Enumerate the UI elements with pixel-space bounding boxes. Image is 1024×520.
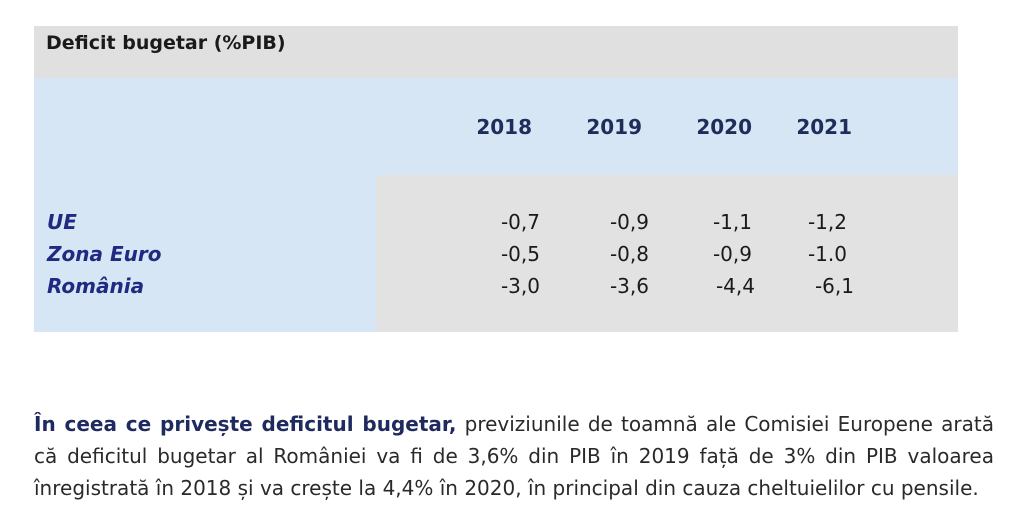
table-data-area <box>376 175 958 332</box>
year-header-2021: 2021 <box>796 115 852 139</box>
table-cell: -0,7 <box>500 210 540 234</box>
table-title-bar: Deficit bugetar (%PIB) <box>34 26 958 78</box>
table-cell: -0,9 <box>609 210 649 234</box>
paragraph-lead: În ceea ce privește deficitul bugetar, <box>34 412 457 436</box>
table-cell: -6,1 <box>814 274 854 298</box>
table-cell: -0,5 <box>500 242 540 266</box>
year-header-2019: 2019 <box>586 115 642 139</box>
year-header-2018: 2018 <box>476 115 532 139</box>
table-cell: -3,0 <box>500 274 540 298</box>
row-label-ue: UE <box>47 210 77 234</box>
summary-paragraph: În ceea ce privește deficitul bugetar, p… <box>34 408 994 504</box>
year-header-2020: 2020 <box>696 115 752 139</box>
table-cell: -0,8 <box>609 242 649 266</box>
row-label-romania: România <box>47 274 145 298</box>
deficit-table: Deficit bugetar (%PIB) 2018 2019 2020 20… <box>34 26 958 332</box>
table-title: Deficit bugetar (%PIB) <box>46 32 286 54</box>
table-cell: -3,6 <box>609 274 649 298</box>
table-cell: -4,4 <box>715 274 755 298</box>
table-cell: -1.0 <box>807 242 847 266</box>
table-cell: -1,2 <box>807 210 847 234</box>
table-cell: -1,1 <box>712 210 752 234</box>
row-label-zona-euro: Zona Euro <box>47 242 162 266</box>
table-cell: -0,9 <box>712 242 752 266</box>
paragraph-body: previziunile de toamnă ale Comisiei Euro… <box>34 412 994 500</box>
